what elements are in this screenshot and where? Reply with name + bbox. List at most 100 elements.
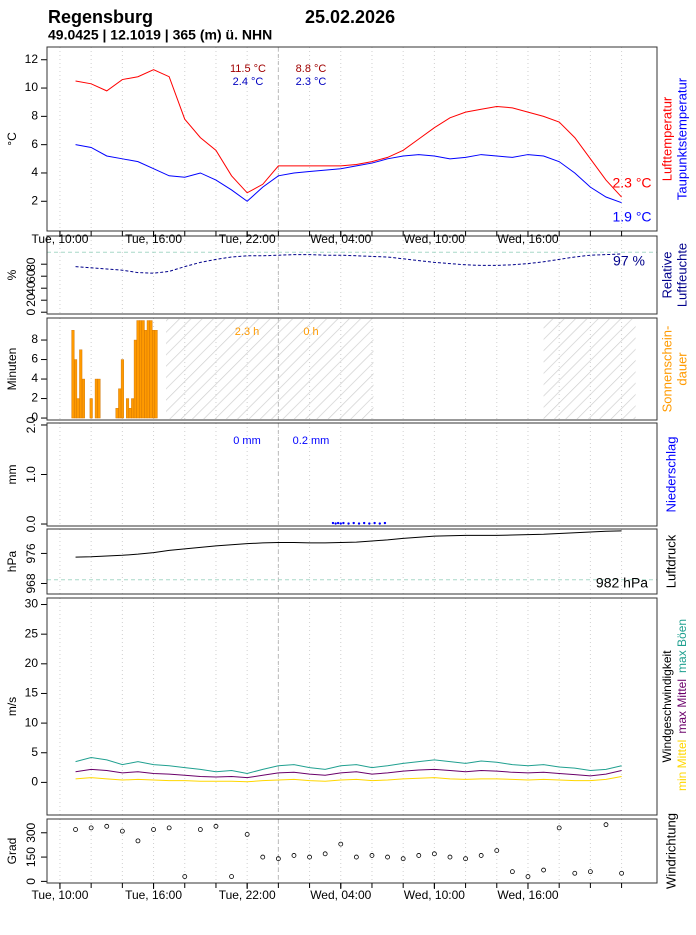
point: [373, 521, 376, 525]
series-line: [75, 768, 622, 779]
legend-entry: min Mittel: [675, 740, 689, 791]
bar: [149, 320, 153, 419]
legend-entry: dauer: [674, 352, 689, 386]
point: [260, 854, 266, 860]
bar: [146, 320, 150, 419]
point: [525, 874, 531, 879]
bar: [133, 339, 137, 419]
subtitle: 49.0425 | 12.1019 | 365 (m) ü. NHN: [48, 27, 272, 43]
y-axis-label: °C: [5, 132, 19, 146]
y-tick-label: 4: [31, 165, 38, 179]
point: [494, 848, 500, 853]
bar: [126, 398, 130, 419]
panel-frame: [46, 317, 658, 421]
point: [229, 874, 234, 879]
point: [378, 522, 381, 525]
point: [431, 851, 437, 857]
y-tick-label: 15: [25, 686, 39, 700]
y-tick-label: 8: [31, 109, 38, 123]
legend-entry: Luftfeuchte: [674, 243, 689, 307]
point: [151, 827, 156, 832]
bar: [141, 320, 145, 419]
bar: [154, 330, 158, 419]
y-tick-label: 20: [25, 656, 39, 670]
point: [463, 856, 468, 862]
point: [362, 521, 366, 525]
x-tick-label: Wed, 10:00: [404, 888, 465, 902]
point: [307, 854, 312, 860]
point: [244, 831, 250, 837]
point: [383, 521, 387, 525]
y-tick-label: 150: [24, 847, 38, 867]
y-tick-label: 2: [31, 391, 38, 405]
bar: [89, 398, 93, 419]
point: [352, 521, 355, 525]
bar: [131, 398, 135, 419]
annotation: 0.2 mm: [293, 435, 330, 447]
panel-frame: [46, 235, 658, 315]
panel-label: Windgeschwindigkeit: [660, 650, 674, 763]
series-line: [75, 253, 622, 274]
x-tick-label: Tue, 16:00: [125, 888, 182, 902]
point: [509, 869, 515, 875]
panel-frame: [46, 528, 658, 595]
bar: [144, 330, 148, 419]
y-tick-label: 10: [25, 80, 39, 94]
point: [336, 521, 340, 525]
point: [347, 522, 350, 525]
x-tick-label: Wed, 04:00: [310, 888, 371, 902]
y-tick-label: 0: [24, 878, 38, 885]
x-tick-label: Tue, 10:00: [31, 888, 88, 902]
y-axis-label: m/s: [5, 697, 19, 716]
series-line: [75, 69, 622, 198]
bar: [81, 378, 85, 419]
point: [400, 856, 406, 862]
bar: [76, 398, 80, 419]
point: [197, 827, 203, 832]
annotation: 2.3 °C: [296, 76, 327, 88]
y-tick-label: 20: [24, 293, 38, 307]
annotation: 2.3 h: [235, 326, 259, 338]
night-shading: [543, 319, 636, 419]
y-tick-label: 30: [25, 597, 39, 611]
x-tick-label: Wed, 16:00: [497, 888, 558, 902]
y-tick-label: 1.0: [24, 466, 38, 483]
annotation: 11.5 °C: [230, 63, 266, 75]
annotation: 8.8 °C: [296, 63, 327, 75]
x-tick-label: Tue, 10:00: [31, 232, 88, 246]
point: [556, 825, 562, 831]
series-line: [75, 775, 622, 783]
point: [88, 825, 94, 831]
point: [73, 827, 78, 832]
bar: [115, 408, 119, 419]
y-tick-label: 6: [31, 352, 38, 366]
point: [135, 838, 141, 844]
y-tick-label: 4: [31, 371, 38, 385]
x-tick-label: Wed, 04:00: [310, 232, 371, 246]
legend-entry: Windrichtung: [663, 813, 678, 889]
legend-entry: Lufttemperatur: [659, 96, 674, 181]
series-line: [75, 530, 622, 558]
annotation: 0 h: [303, 326, 318, 338]
y-tick-label: 968: [24, 573, 38, 593]
point: [213, 823, 219, 829]
bar: [136, 320, 140, 419]
panel-frame: [46, 422, 658, 527]
point: [603, 822, 609, 828]
station-title: Regensburg: [48, 7, 153, 27]
point: [447, 854, 453, 860]
bar: [71, 330, 75, 419]
bar: [97, 378, 101, 419]
y-tick-label: 0: [31, 775, 38, 789]
y-axis-label: Grad: [5, 838, 19, 865]
point: [119, 828, 125, 834]
legend-entry: Luftdruck: [663, 534, 678, 588]
legend-entry: Sonnenschein-: [659, 326, 674, 413]
point: [331, 521, 335, 525]
point: [291, 853, 297, 858]
y-tick-label: 976: [24, 543, 38, 563]
bar: [118, 388, 122, 419]
point: [478, 853, 484, 858]
point: [275, 856, 281, 862]
